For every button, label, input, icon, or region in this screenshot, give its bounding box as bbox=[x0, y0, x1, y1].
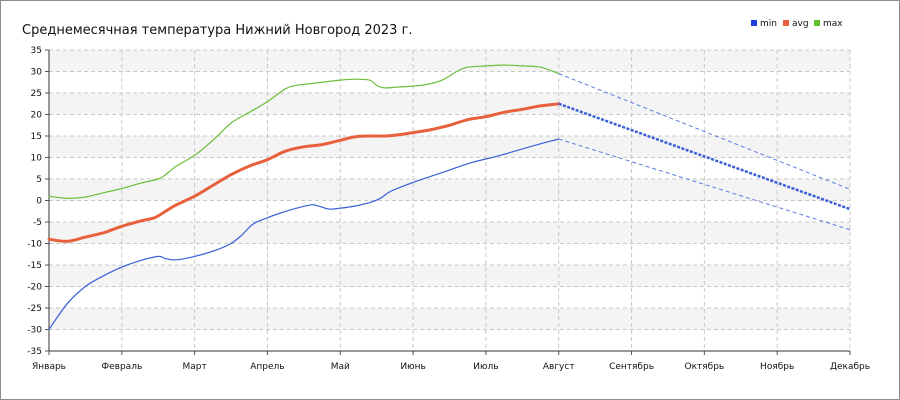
x-tick-label: Февраль bbox=[101, 362, 142, 372]
y-tick-label: 35 bbox=[31, 46, 42, 56]
x-tick-label: Ноябрь bbox=[760, 362, 794, 372]
x-tick-label: Декабрь bbox=[830, 362, 870, 372]
y-tick-label: -5 bbox=[33, 218, 42, 228]
chart-title: Среднемесячная температура Нижний Новгор… bbox=[22, 23, 413, 38]
x-tick-label: Июль bbox=[473, 362, 498, 372]
y-tick-label: 20 bbox=[31, 111, 43, 121]
legend-label-max: max bbox=[823, 19, 843, 29]
y-tick-label: 5 bbox=[36, 175, 42, 185]
x-tick-label: Июнь bbox=[400, 362, 426, 372]
grid-band bbox=[49, 50, 850, 72]
grid-band bbox=[49, 93, 850, 115]
y-tick-label: 15 bbox=[31, 132, 42, 142]
y-tick-label: 30 bbox=[31, 68, 43, 78]
series-line-avg bbox=[47, 102, 561, 243]
x-tick-label: Сентябрь bbox=[609, 362, 654, 372]
grid-band bbox=[49, 222, 850, 244]
x-tick-label: Апрель bbox=[250, 362, 284, 372]
legend-label-avg: avg bbox=[792, 19, 809, 29]
series-projection-avg bbox=[558, 102, 851, 211]
legend-label-min: min bbox=[760, 19, 777, 29]
legend-swatch-min bbox=[751, 20, 757, 26]
grid-band bbox=[49, 179, 850, 201]
x-tick-label: Январь bbox=[32, 362, 66, 372]
series-line-max bbox=[48, 64, 560, 199]
y-tick-label: -15 bbox=[27, 261, 42, 271]
legend-swatch-avg bbox=[783, 20, 789, 26]
grid-band bbox=[49, 308, 850, 330]
series-line-min bbox=[48, 138, 560, 331]
y-tick-label: 10 bbox=[31, 154, 43, 164]
y-tick-label: 25 bbox=[31, 89, 42, 99]
grid-band bbox=[49, 265, 850, 287]
series-projection-max bbox=[558, 73, 851, 190]
y-tick-label: -25 bbox=[27, 304, 42, 314]
legend-swatch-max bbox=[814, 20, 820, 26]
y-tick-label: -35 bbox=[27, 347, 42, 357]
x-tick-label: Октябрь bbox=[684, 362, 724, 372]
series-projection-min bbox=[558, 138, 851, 231]
x-tick-label: Март bbox=[183, 362, 207, 372]
grid-band bbox=[49, 136, 850, 158]
x-tick-label: Май bbox=[331, 362, 350, 372]
y-tick-label: 0 bbox=[36, 197, 42, 207]
y-tick-label: -10 bbox=[27, 240, 42, 250]
y-tick-label: -20 bbox=[27, 283, 42, 293]
y-tick-label: -30 bbox=[27, 326, 42, 336]
x-tick-label: Август bbox=[543, 362, 575, 372]
